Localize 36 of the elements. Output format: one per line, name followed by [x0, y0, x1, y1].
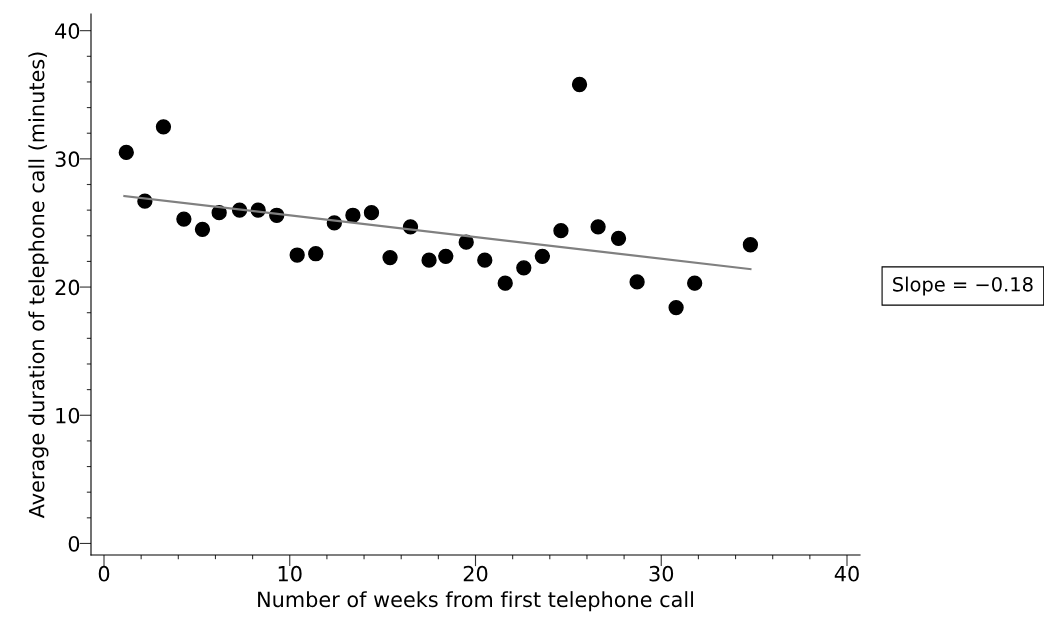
y-tick-label: 40 — [55, 23, 80, 39]
text: Slope = −0.18 — [893, 276, 1033, 296]
x-tick-label: 20 — [463, 565, 488, 582]
point — [571, 76, 588, 93]
point — [382, 249, 398, 266]
point — [421, 252, 437, 268]
x-axis-title: Number of weeks from first telephone call — [258, 591, 693, 612]
x-tick-label: 30 — [649, 565, 674, 582]
y-tick-label: 30 — [55, 151, 80, 168]
point — [176, 211, 192, 227]
point — [742, 237, 759, 253]
point — [477, 252, 493, 268]
point — [497, 275, 513, 291]
point — [516, 260, 532, 276]
x-tick-label: 10 — [278, 565, 302, 582]
y-axis-title: Average duration of telephone call (minutes) — [28, 52, 49, 519]
point — [155, 119, 172, 135]
y-tick-label: 0 — [68, 535, 80, 552]
point — [668, 299, 684, 316]
point — [345, 207, 361, 223]
point — [118, 144, 134, 161]
point — [610, 230, 627, 246]
point — [363, 205, 380, 221]
x-tick-label: 0 — [98, 565, 110, 582]
x-tick-label: 40 — [834, 565, 859, 582]
point — [308, 246, 324, 262]
point — [534, 248, 551, 264]
point — [194, 221, 211, 238]
point — [629, 274, 645, 290]
point — [687, 275, 703, 291]
y-tick-label: 20 — [55, 279, 80, 296]
point — [289, 247, 305, 263]
point — [553, 223, 569, 239]
point — [438, 248, 454, 264]
y-tick-label: 10 — [56, 407, 80, 424]
point — [590, 219, 606, 235]
